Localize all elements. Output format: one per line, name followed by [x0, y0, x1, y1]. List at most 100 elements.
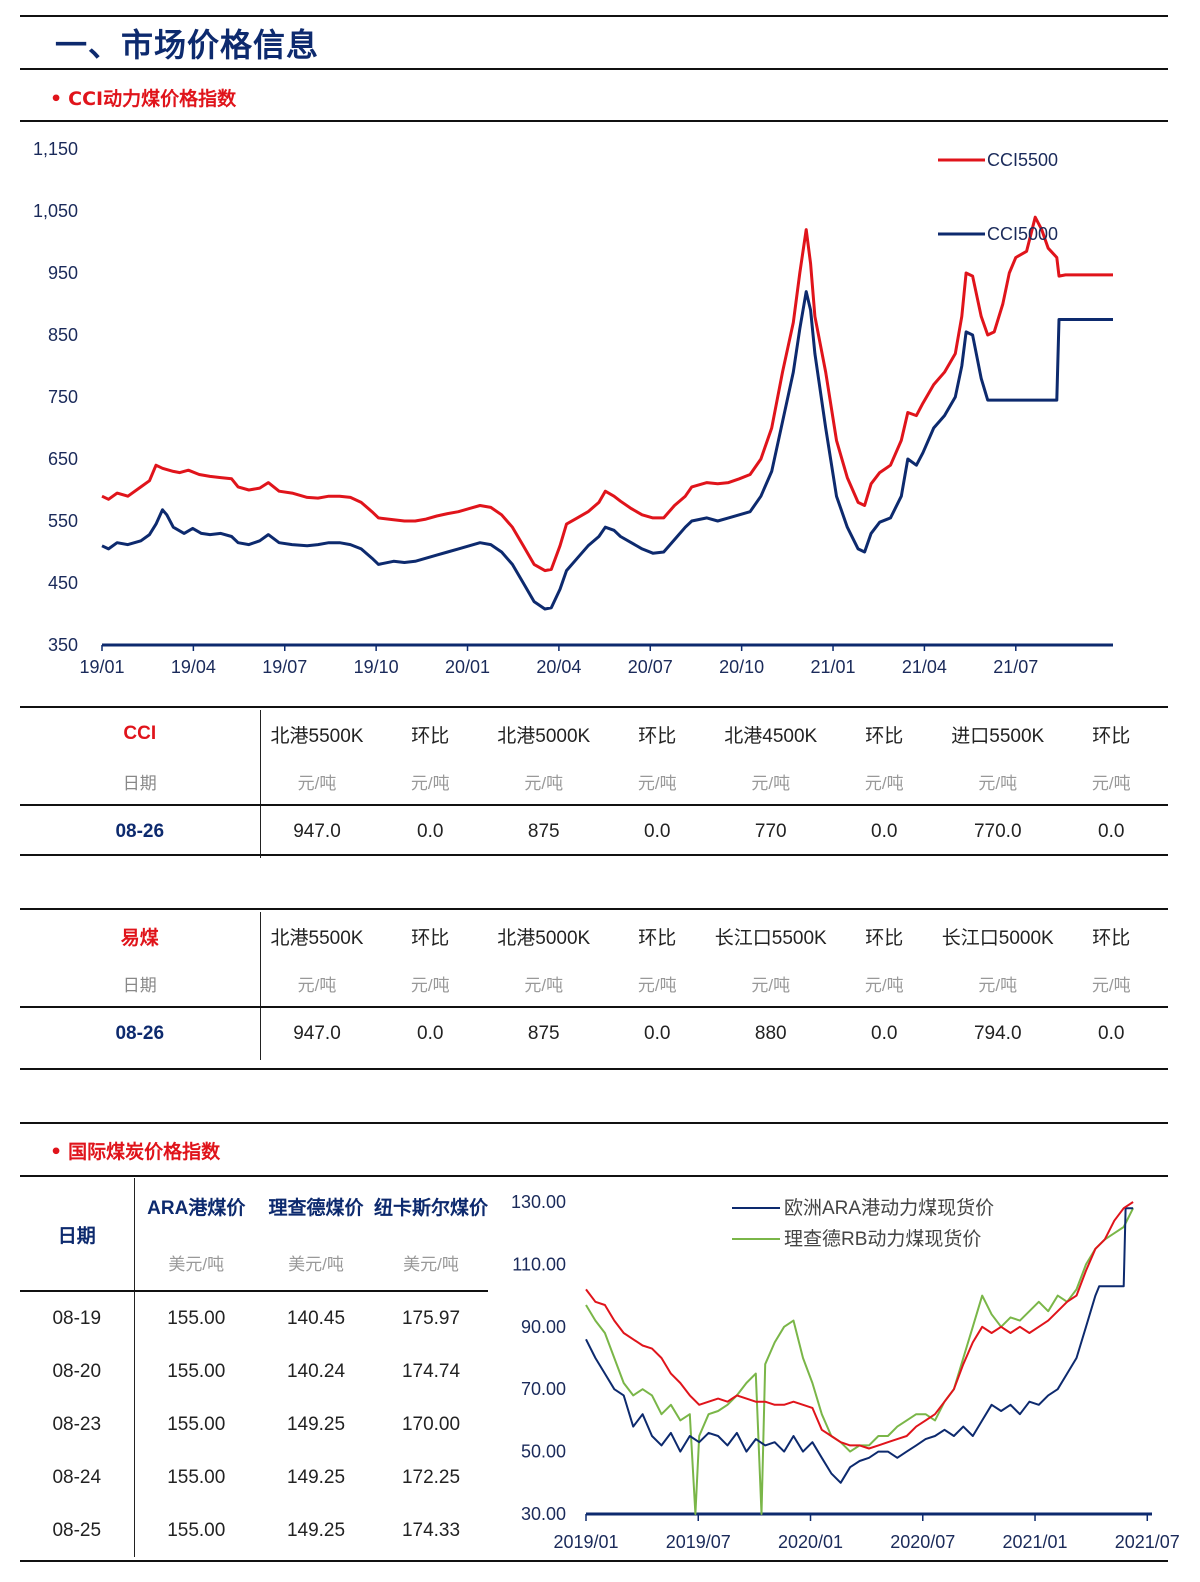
intl-unit: 美元/吨 — [258, 1234, 374, 1292]
intl-y-axis: 130.00 110.00 90.00 70.00 50.00 30.00 — [511, 1192, 1152, 1524]
cci-unit: 元/吨 — [373, 758, 487, 806]
intl-header-row: 日期 ARA港煤价 理查德煤价 纽卡斯尔煤价 — [20, 1178, 489, 1292]
cci-value: 875 — [527, 821, 560, 842]
cci-header-row: CCI 北港5500K 环比 北港5000K 环比 北港4500K 环比 进口5… — [20, 710, 1168, 758]
cci-y-tick-label: 550 — [48, 511, 78, 531]
ym-value: 875 — [527, 1023, 560, 1044]
intl-y-tick-label: 50.00 — [521, 1442, 566, 1462]
intl-cell: 174.74 — [401, 1360, 461, 1382]
intl-cell: 172.25 — [401, 1466, 461, 1488]
legend-label-cci5500: CCI5500 — [987, 150, 1058, 170]
cci-y-tick-label: 650 — [48, 449, 78, 469]
intl-col-header: ARA港煤价 — [147, 1197, 246, 1219]
cci5000-line — [101, 290, 1113, 611]
cci-y-tick-label: 850 — [48, 325, 78, 345]
ym-col-header: 北港5000K — [497, 927, 591, 949]
ym-unit: 元/吨 — [260, 960, 374, 1008]
intl-cell: 175.97 — [401, 1307, 461, 1329]
page-title: 一、市场价格信息 — [55, 26, 320, 64]
intl-x-tick-label: 2021/01 — [1002, 1532, 1067, 1552]
cci-date: 08-26 — [20, 805, 261, 858]
table-row: 08-20 155.00 140.24 174.74 — [20, 1345, 488, 1398]
ym-value: 947.0 — [293, 1023, 341, 1044]
ym-unit: 元/吨 — [941, 960, 1055, 1008]
ym-col-header: 北港5500K — [270, 927, 364, 949]
ym-price-table: 易煤 北港5500K 环比 北港5000K 环比 长江口5500K 环比 长江口… — [20, 912, 1168, 1060]
cci-date-label: 日期 — [20, 758, 261, 806]
cci5500-line — [101, 215, 1113, 573]
cci-series-group — [101, 215, 1113, 647]
intl-date-label: 日期 — [20, 1178, 135, 1292]
intl-section-rule — [20, 1175, 1168, 1177]
cci-y-tick-label: 950 — [48, 263, 78, 283]
intl-section-top-rule — [20, 1122, 1168, 1124]
ym-header-row: 易煤 北港5500K 环比 北港5000K 环比 长江口5500K 环比 长江口… — [20, 912, 1168, 960]
table-row: 08-23 155.00 149.25 170.00 — [20, 1398, 488, 1451]
intl-unit: 美元/吨 — [134, 1234, 258, 1292]
cci-legend: CCI5500 CCI5000 — [938, 150, 1058, 244]
cci-unit: 元/吨 — [827, 758, 941, 806]
intl-cell: 174.33 — [401, 1519, 461, 1541]
intl-y-tick-label: 70.00 — [521, 1379, 566, 1399]
legend-label-cci5000: CCI5000 — [987, 224, 1058, 244]
ym-date-label: 日期 — [20, 960, 261, 1008]
cci-x-tick-label: 19/07 — [262, 657, 307, 677]
bullet-icon: • — [50, 1141, 63, 1163]
intl-x-axis: 2019/01 2019/07 2020/01 2020/07 2021/01 2021/… — [553, 1514, 1180, 1552]
ym-unit: 元/吨 — [373, 960, 487, 1008]
intl-legend: 欧洲ARA港动力煤现货价 理查德RB动力煤现货价 — [732, 1197, 994, 1250]
ym-unit: 元/吨 — [487, 960, 601, 1008]
table-row: 08-24 155.00 149.25 172.25 — [20, 1451, 488, 1504]
cci-x-tick-label: 19/10 — [354, 657, 399, 677]
ym-col-header: 环比 — [1092, 927, 1131, 949]
intl-x-tick-label: 2019/01 — [553, 1532, 618, 1552]
intl-y-tick-label: 130.00 — [511, 1192, 566, 1212]
ym-unit: 元/吨 — [827, 960, 941, 1008]
ym-value: 0.0 — [871, 1023, 898, 1044]
ym-unit-row: 日期 元/吨 元/吨 元/吨 元/吨 元/吨 元/吨 元/吨 元/吨 — [20, 960, 1168, 1008]
cci-table-bottom-rule — [20, 854, 1168, 856]
cci-x-tick-label: 21/04 — [902, 657, 947, 677]
title-rule — [20, 68, 1168, 70]
cci-col-header: 北港5000K — [497, 725, 591, 747]
cci-unit: 元/吨 — [600, 758, 714, 806]
cci-unit: 元/吨 — [487, 758, 601, 806]
cci-value: 0.0 — [871, 821, 898, 842]
intl-col-header: 纽卡斯尔煤价 — [374, 1197, 489, 1219]
ym-value: 880 — [754, 1023, 787, 1044]
intl-row-date: 08-23 — [20, 1398, 135, 1451]
cci-x-tick-label: 20/07 — [628, 657, 673, 677]
intl-cell: 155.00 — [167, 1307, 226, 1329]
intl-y-tick-label: 30.00 — [521, 1504, 566, 1524]
ym-value: 0.0 — [417, 1023, 444, 1044]
ym-date: 08-26 — [20, 1007, 261, 1060]
intl-cell: 155.00 — [167, 1413, 226, 1435]
rb-line — [585, 1207, 1134, 1515]
intl-unit: 美元/吨 — [374, 1234, 488, 1292]
cci-unit: 元/吨 — [714, 758, 828, 806]
cci-col-header: 北港5500K — [270, 725, 364, 747]
intl-row-date: 08-20 — [20, 1345, 135, 1398]
intl-col-header: 理查德煤价 — [268, 1197, 364, 1219]
ym-table-bottom-rule — [20, 1068, 1168, 1070]
intl-cell: 149.25 — [286, 1413, 346, 1435]
ym-col-header: 长江口5500K — [714, 927, 827, 949]
intl-cell: 170.00 — [401, 1413, 461, 1435]
cci-col-header: 北港4500K — [724, 725, 818, 747]
cci-unit: 元/吨 — [260, 758, 374, 806]
cci-value: 0.0 — [644, 821, 671, 842]
cci-value: 0.0 — [417, 821, 444, 842]
section-title-cci: • CCI动力煤价格指数 — [50, 84, 236, 111]
cci-y-tick-label: 1,150 — [33, 139, 78, 159]
cci-table-top-rule — [20, 706, 1168, 708]
table-row: 08-25 155.00 149.25 174.33 — [20, 1504, 488, 1557]
section-title-intl: • 国际煤炭价格指数 — [50, 1137, 220, 1164]
cci-x-tick-label: 20/01 — [445, 657, 490, 677]
cci-x-tick-label: 19/01 — [79, 657, 124, 677]
cci-y-tick-label: 750 — [48, 387, 78, 407]
ym-col-header: 环比 — [865, 927, 904, 949]
intl-x-tick-label: 2019/07 — [666, 1532, 731, 1552]
cci-x-tick-label: 20/10 — [719, 657, 764, 677]
cci-col-header: 环比 — [865, 725, 904, 747]
section-rule-cci — [20, 120, 1168, 122]
